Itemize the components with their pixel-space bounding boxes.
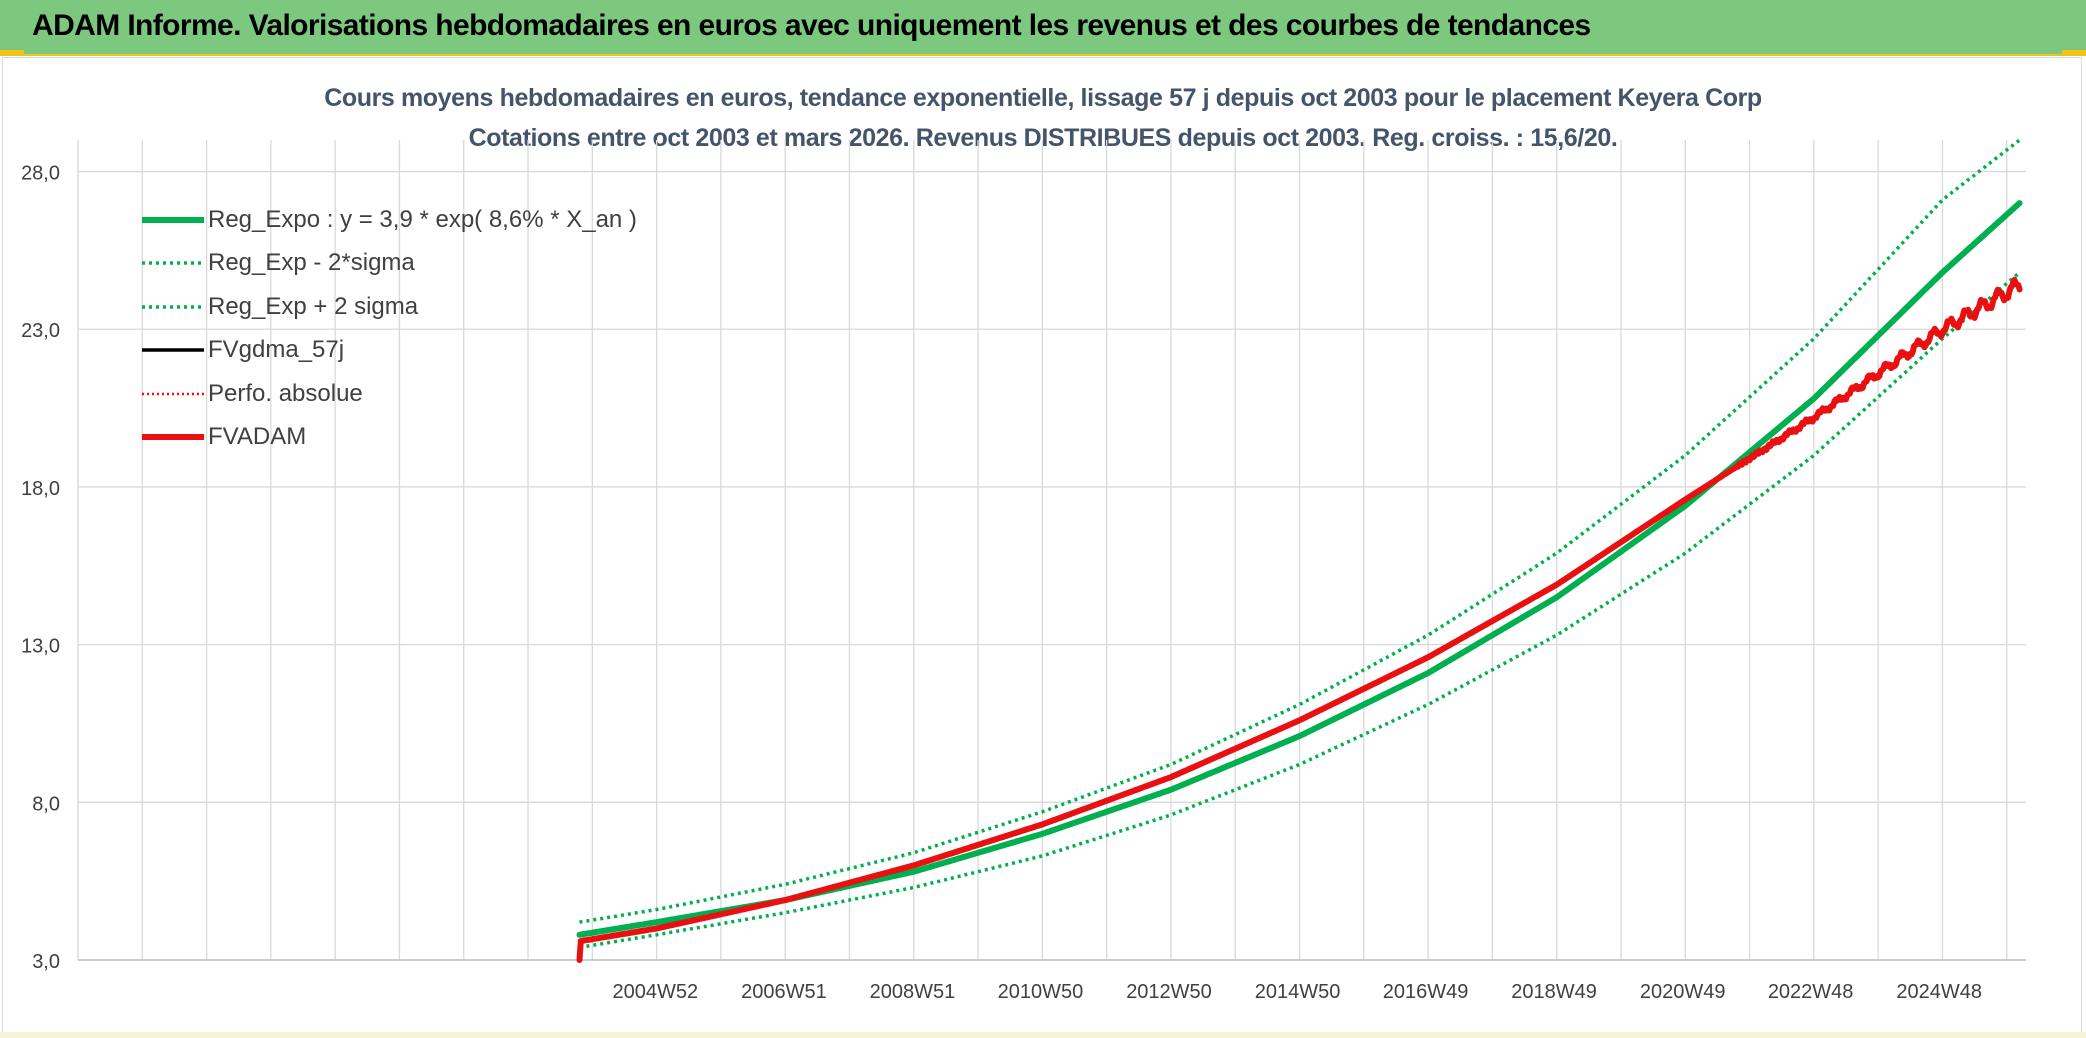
x-tick-label: 2016W49 xyxy=(1383,981,1469,1003)
corner-marker-right xyxy=(2062,50,2086,56)
page-title: ADAM Informe. Valorisations hebdomadaire… xyxy=(32,9,1591,42)
legend-swatch-fvadam xyxy=(142,434,204,441)
y-tick-label: 3,0 xyxy=(32,951,60,973)
legend-label-reg-expo: Reg_Expo : y = 3,9 * exp( 8,6% * X_an ) xyxy=(208,205,637,233)
legend-label-reg-exp-minus: Reg_Exp - 2*sigma xyxy=(208,249,415,277)
legend-swatch-perfo-absolue xyxy=(142,392,204,395)
x-tick-label: 2004W52 xyxy=(613,981,699,1003)
chart-title-line1: Cours moyens hebdomadaires en euros, ten… xyxy=(324,84,1762,112)
x-tick-label: 2014W50 xyxy=(1255,981,1341,1003)
legend-label-fvadam: FVADAM xyxy=(208,423,307,451)
x-tick-label: 2022W48 xyxy=(1768,981,1854,1003)
x-tick-label: 2008W51 xyxy=(870,981,956,1003)
legend-item-perfo-absolue: Perfo. absolue xyxy=(142,372,637,416)
x-tick-label: 2012W50 xyxy=(1126,981,1212,1003)
legend-item-reg-exp-minus: Reg_Exp - 2*sigma xyxy=(142,242,637,286)
legend-swatch-reg-exp-plus xyxy=(142,305,204,309)
x-tick-label: 2018W49 xyxy=(1511,981,1597,1003)
legend-item-fvadam: FVADAM xyxy=(142,416,637,460)
y-tick-label: 18,0 xyxy=(21,478,60,500)
legend-item-reg-expo: Reg_Expo : y = 3,9 * exp( 8,6% * X_an ) xyxy=(142,198,637,242)
chart-legend: Reg_Expo : y = 3,9 * exp( 8,6% * X_an ) … xyxy=(142,198,637,459)
legend-item-fvgdma: FVgdma_57j xyxy=(142,329,637,373)
y-tick-label: 23,0 xyxy=(21,320,60,342)
legend-label-reg-exp-plus: Reg_Exp + 2 sigma xyxy=(208,292,419,320)
legend-item-reg-exp-plus: Reg_Exp + 2 sigma xyxy=(142,285,637,329)
x-tick-label: 2020W49 xyxy=(1640,981,1726,1003)
legend-swatch-reg-expo xyxy=(142,216,204,223)
legend-swatch-fvgdma xyxy=(142,348,204,352)
series-line-5 xyxy=(576,276,2023,963)
y-tick-label: 13,0 xyxy=(21,636,60,658)
x-tick-label: 2024W48 xyxy=(1896,981,1982,1003)
x-tick-label: 2006W51 xyxy=(741,981,827,1003)
legend-label-perfo-absolue: Perfo. absolue xyxy=(208,379,363,407)
legend-swatch-reg-exp-minus xyxy=(142,261,204,265)
x-tick-label: 2010W50 xyxy=(998,981,1084,1003)
corner-marker-left xyxy=(0,50,24,56)
legend-label-fvgdma: FVgdma_57j xyxy=(208,336,345,364)
header-banner: ADAM Informe. Valorisations hebdomadaire… xyxy=(0,0,2086,56)
series-line-1 xyxy=(579,271,2021,950)
y-tick-label: 28,0 xyxy=(21,163,60,185)
bottom-strip xyxy=(0,1032,2086,1038)
chart-title-line2: Cotations entre oct 2003 et mars 2026. R… xyxy=(468,124,1618,152)
y-tick-label: 8,0 xyxy=(32,793,60,815)
